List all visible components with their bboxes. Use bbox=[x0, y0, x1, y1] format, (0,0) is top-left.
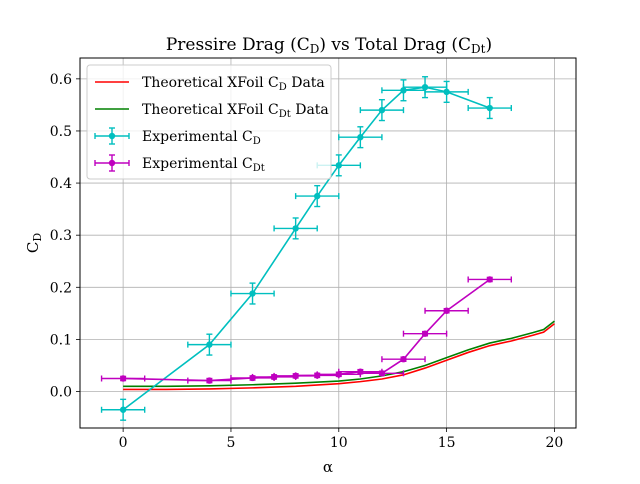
legend-swatch-marker bbox=[108, 159, 116, 167]
y-tick-label: 0.4 bbox=[50, 176, 72, 192]
data-point bbox=[292, 225, 299, 232]
y-tick-label: 0.3 bbox=[50, 228, 72, 244]
series-line bbox=[122, 86, 491, 411]
x-tick-label: 0 bbox=[119, 435, 128, 451]
data-point bbox=[400, 356, 407, 363]
legend-label-sub: Dt bbox=[279, 109, 291, 120]
legend-label-main: Theoretical XFoil C bbox=[142, 75, 279, 91]
data-point bbox=[335, 162, 342, 169]
data-point bbox=[378, 106, 386, 114]
legend-entry-3: Experimental CD bbox=[94, 127, 261, 147]
plot-clipped-group bbox=[100, 76, 555, 421]
x-axis-label: α bbox=[323, 458, 333, 476]
data-point bbox=[421, 83, 429, 91]
x-tick-label: 5 bbox=[226, 435, 235, 451]
data-point bbox=[357, 134, 364, 141]
legend-label-suffix: Data bbox=[287, 75, 325, 91]
data-point bbox=[421, 330, 429, 337]
data-point bbox=[249, 290, 256, 297]
data-point bbox=[206, 341, 213, 348]
data-point bbox=[206, 377, 213, 384]
y-tick-label: 0.1 bbox=[50, 332, 72, 348]
data-point bbox=[443, 307, 450, 314]
y-axis-label-main: C bbox=[24, 242, 42, 253]
series-3 bbox=[100, 76, 513, 421]
data-point bbox=[486, 276, 493, 283]
legend-label-sub: D bbox=[279, 82, 287, 93]
legend-label-sub: D bbox=[253, 136, 261, 147]
y-axis-label-sub: D bbox=[31, 233, 44, 242]
legend-label: Experimental CD bbox=[142, 129, 261, 147]
data-point bbox=[119, 375, 127, 382]
legend-swatch-marker bbox=[108, 132, 116, 140]
data-point bbox=[378, 370, 386, 377]
data-point bbox=[119, 406, 127, 413]
chart-title-part2: ) vs Total Drag (C bbox=[319, 35, 471, 55]
chart-title-sub1: D bbox=[310, 42, 320, 56]
plot-area bbox=[100, 76, 555, 421]
legend-label-main: Experimental C bbox=[142, 129, 253, 145]
legend-label: Theoretical XFoil CDt Data bbox=[142, 102, 329, 120]
legend-entry-1: Theoretical XFoil CD Data bbox=[95, 75, 325, 93]
data-point bbox=[443, 88, 450, 96]
legend-label-suffix: Data bbox=[291, 102, 329, 118]
y-tick-label: 0.6 bbox=[50, 72, 72, 88]
data-point bbox=[400, 87, 407, 94]
legend-label-main: Experimental C bbox=[142, 156, 253, 172]
legend-label: Theoretical XFoil CD Data bbox=[142, 75, 325, 93]
x-tick-label: 10 bbox=[330, 435, 348, 451]
y-tick-label: 0.0 bbox=[50, 385, 72, 401]
legend-label: Experimental CDt bbox=[142, 156, 265, 174]
chart-title-part3: ) bbox=[486, 35, 493, 55]
chart-title-sub2: Dt bbox=[471, 42, 486, 56]
legend-label-sub: Dt bbox=[253, 163, 265, 174]
y-tick-label: 0.2 bbox=[50, 280, 72, 296]
axes-frame bbox=[79, 57, 577, 429]
series-4 bbox=[100, 276, 513, 384]
x-tick-label: 20 bbox=[546, 435, 564, 451]
data-point bbox=[486, 104, 493, 112]
x-tick-label: 15 bbox=[438, 435, 456, 451]
data-point bbox=[314, 192, 321, 200]
legend-box bbox=[86, 64, 332, 180]
y-axis-label: CD bbox=[24, 233, 44, 253]
chart-title: Pressire Drag (CD) vs Total Drag (CDt) bbox=[166, 35, 492, 56]
ticks: 0 5 10 15 20 0.0 0.1 0.2 0.3 0.4 0.5 0.6 bbox=[50, 72, 564, 451]
y-tick-label: 0.5 bbox=[50, 124, 72, 140]
legend-label-main: Theoretical XFoil C bbox=[142, 102, 279, 118]
chart-title-part1: Pressire Drag (C bbox=[166, 35, 310, 55]
legend-entry-2: Theoretical XFoil CDt Data bbox=[95, 102, 329, 120]
legend-entry-4: Experimental CDt bbox=[94, 154, 265, 174]
